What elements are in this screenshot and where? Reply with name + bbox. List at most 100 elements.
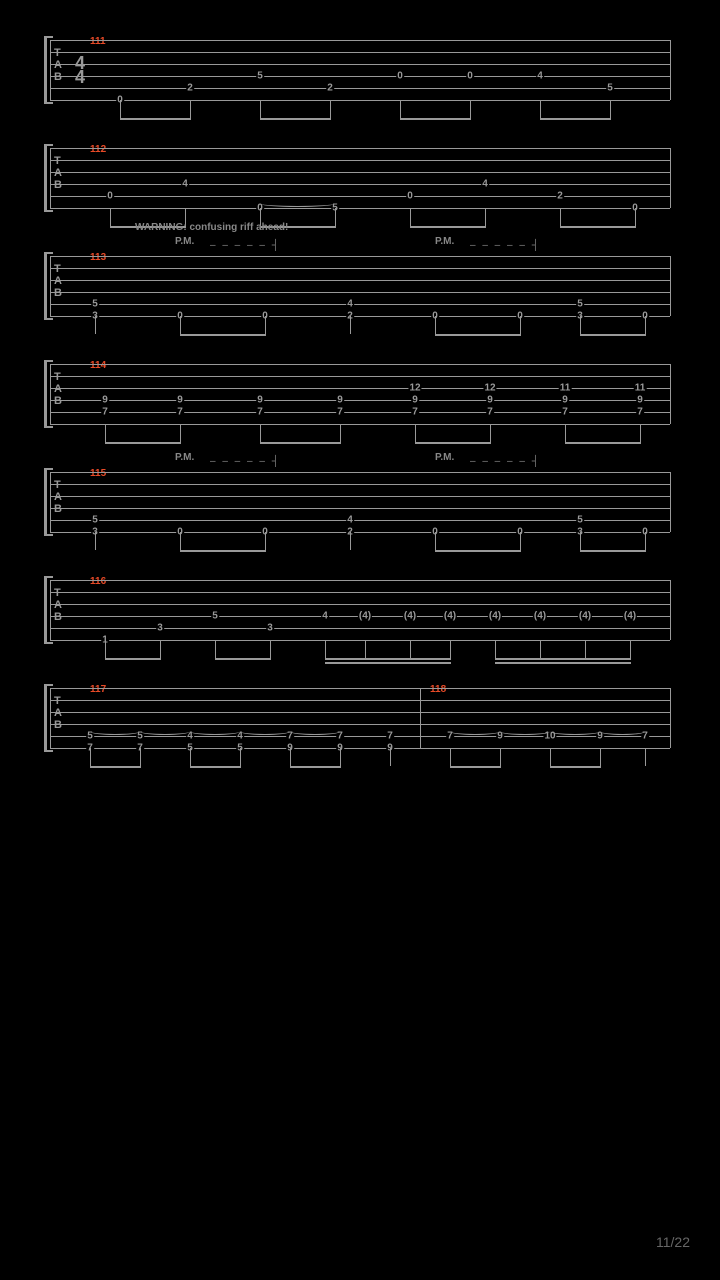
annotation-text: P.M. [175, 452, 194, 463]
beam [580, 550, 646, 552]
note-stem [500, 748, 501, 766]
barline [50, 40, 51, 100]
fret-note: 3 [266, 623, 274, 634]
string-line [50, 196, 670, 197]
note-stem [580, 532, 581, 550]
fret-note: 7 [561, 407, 569, 418]
barline [50, 256, 51, 316]
tie-arc [450, 728, 500, 735]
note-stem [520, 316, 521, 334]
barline [670, 256, 671, 316]
note-stem [435, 532, 436, 550]
note-stem [550, 748, 551, 766]
note-stem [95, 316, 96, 334]
note-stem [470, 100, 471, 118]
fret-note: 11 [634, 383, 647, 394]
tab-row: 113WARNING: confusing riff ahead!P.M.– –… [30, 256, 690, 316]
fret-note: (4) [443, 611, 457, 622]
fret-note: 5 [576, 515, 584, 526]
tie-arc [190, 728, 240, 735]
string-line [50, 484, 670, 485]
fret-note: 5 [256, 71, 264, 82]
beam-group [50, 642, 670, 667]
string-line [50, 40, 670, 41]
note-stem [290, 748, 291, 766]
tab-staff: TAB13534(4)(4)(4)(4)(4)(4)(4) [50, 580, 670, 640]
fret-note: 0 [466, 71, 474, 82]
note-stem [260, 424, 261, 442]
string-line [50, 52, 670, 53]
note-stem [325, 640, 326, 658]
string-line [50, 280, 670, 281]
tab-row: 116TAB13534(4)(4)(4)(4)(4)(4)(4) [30, 580, 690, 640]
string-line [50, 364, 670, 365]
annotation-text: WARNING: confusing riff ahead! [135, 222, 288, 233]
annotation-text: P.M. [435, 452, 454, 463]
string-line [50, 88, 670, 89]
note-stem [330, 100, 331, 118]
string-line [50, 508, 670, 509]
tie-arc [290, 728, 340, 735]
beam [435, 550, 521, 552]
note-stem [540, 640, 541, 658]
palm-mute-span: – – – – – ┤ [470, 240, 541, 251]
fret-note: (4) [578, 611, 592, 622]
beam [105, 442, 181, 444]
note-stem [140, 748, 141, 766]
beam [325, 662, 451, 664]
note-stem [645, 748, 646, 766]
fret-note: 3 [156, 623, 164, 634]
note-stem [110, 208, 111, 226]
barline [50, 364, 51, 424]
barline [670, 472, 671, 532]
beam-group [50, 534, 670, 559]
beam [400, 118, 471, 120]
tab-staff: TAB979797971297129711971197 [50, 364, 670, 424]
fret-note: 4 [346, 515, 354, 526]
note-stem [485, 208, 486, 226]
note-stem [410, 208, 411, 226]
string-line [50, 724, 670, 725]
note-stem [180, 424, 181, 442]
note-stem [335, 208, 336, 226]
note-stem [610, 100, 611, 118]
string-line [50, 76, 670, 77]
tie-arc [140, 728, 190, 735]
string-line [50, 472, 670, 473]
beam [550, 766, 601, 768]
string-line [50, 712, 670, 713]
string-line [50, 100, 670, 101]
string-line [50, 292, 670, 293]
note-stem [585, 640, 586, 658]
staff-bracket [44, 468, 53, 536]
tab-staff: TAB53004200530 [50, 472, 670, 532]
staff-bracket [44, 684, 53, 752]
beam [540, 118, 611, 120]
note-stem [180, 316, 181, 334]
beam [325, 658, 451, 660]
fret-note: 0 [396, 71, 404, 82]
time-signature: 44 [75, 56, 85, 84]
string-line [50, 160, 670, 161]
note-stem [270, 640, 271, 658]
note-stem [340, 424, 341, 442]
tab-page: 111TAB4402520045112TAB04050420113WARNING… [0, 0, 720, 826]
note-stem [645, 316, 646, 334]
beam [260, 118, 331, 120]
note-stem [600, 748, 601, 766]
fret-note: 7 [176, 407, 184, 418]
fret-note: 2 [186, 83, 194, 94]
string-line [50, 256, 670, 257]
note-stem [435, 316, 436, 334]
note-stem [390, 748, 391, 766]
tie-arc [550, 728, 600, 735]
note-stem [415, 424, 416, 442]
tab-row: 112TAB04050420 [30, 148, 690, 208]
fret-note: 9 [176, 395, 184, 406]
fret-note: 9 [636, 395, 644, 406]
beam-group [50, 102, 670, 127]
note-stem [645, 532, 646, 550]
tie-arc [260, 200, 335, 207]
barline [670, 148, 671, 208]
beam [435, 334, 521, 336]
